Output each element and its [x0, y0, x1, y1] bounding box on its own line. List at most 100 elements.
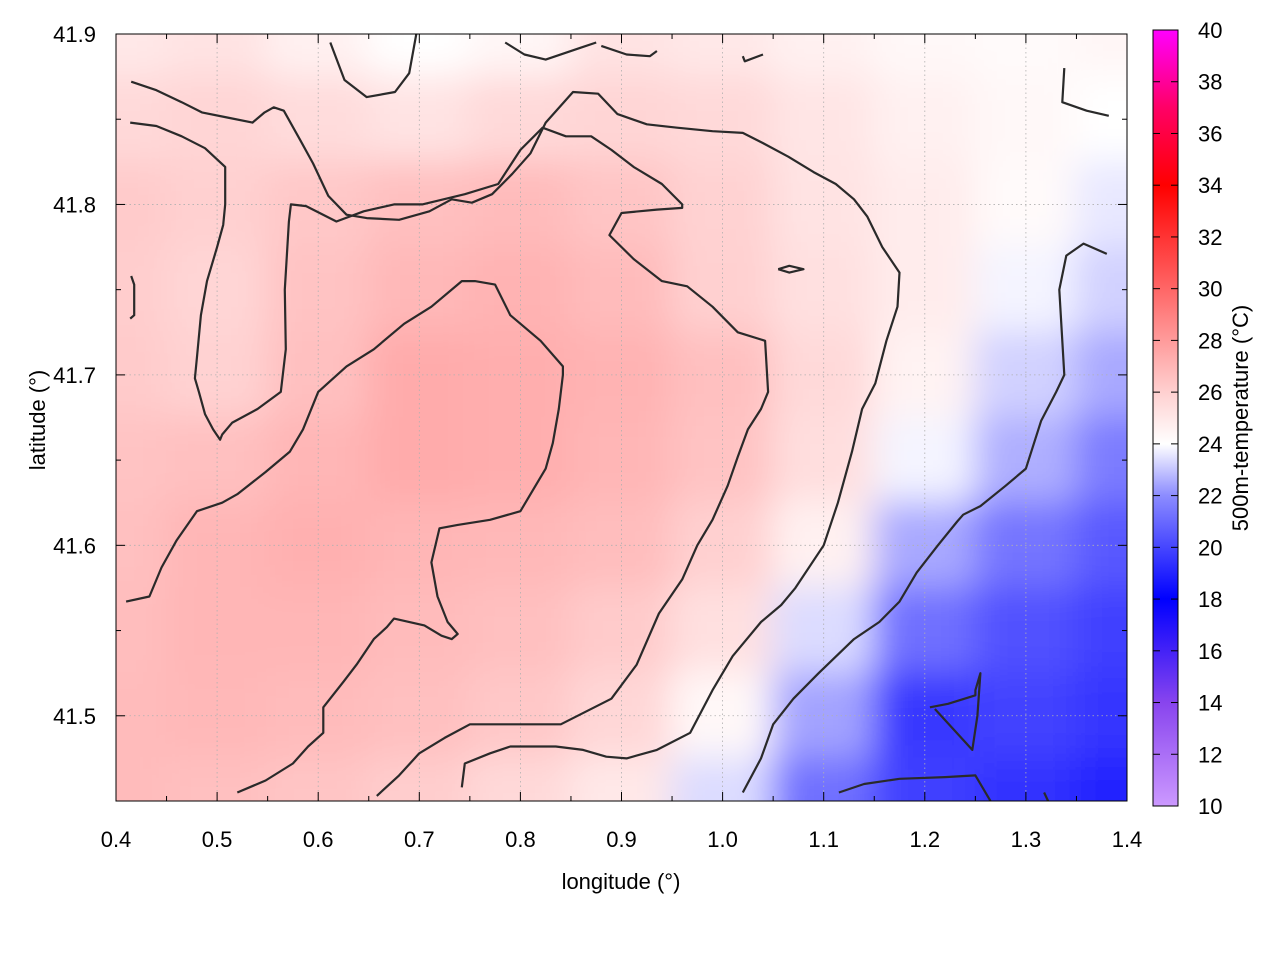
x-tick-label: 0.8 — [505, 827, 536, 852]
contour-line — [1043, 792, 1050, 801]
heatmap-cell — [367, 75, 471, 163]
colorbar-tick-label: 12 — [1198, 742, 1222, 767]
contour-line — [1061, 68, 1110, 117]
heatmap-cell — [873, 331, 977, 419]
heatmap-cell — [569, 75, 674, 163]
heatmap-cell — [772, 416, 876, 504]
heatmap-cell — [165, 416, 269, 504]
x-tick-label: 1.0 — [707, 827, 738, 852]
heatmap-cell — [116, 246, 168, 334]
contour-line — [600, 44, 658, 58]
contour-line — [504, 41, 597, 61]
heatmap-cell — [266, 75, 370, 163]
colorbar-fill — [1152, 29, 1179, 807]
contour-line — [130, 121, 770, 797]
heatmap-cell — [165, 331, 269, 419]
y-tick-label: 41.8 — [53, 192, 96, 217]
colorbar-tick-label: 36 — [1198, 121, 1222, 146]
heatmap-cell — [1075, 246, 1127, 334]
colorbar-tick-label: 34 — [1198, 173, 1222, 198]
x-tick-label: 0.6 — [303, 827, 334, 852]
heatmap-cell — [873, 75, 977, 163]
axis-ticks — [115, 33, 1128, 802]
heatmap-cell — [772, 586, 876, 675]
x-tick-label: 1.1 — [808, 827, 839, 852]
heatmap-cell — [116, 586, 168, 675]
colorbar-tick-label: 10 — [1198, 794, 1222, 819]
heatmap-cell — [468, 501, 572, 589]
contour-lines — [125, 34, 1110, 801]
contour-line — [777, 264, 805, 274]
contour-line — [130, 80, 901, 788]
heatmap-cell — [468, 586, 572, 675]
x-axis-tick-labels: 0.4 0.5 0.6 0.7 0.8 0.9 1.0 1.1 1.2 1.3 1.4 — [101, 827, 1143, 852]
heatmap-cell — [116, 34, 168, 78]
grid-lines — [116, 34, 1127, 801]
heatmap-cell — [671, 501, 775, 589]
heatmap-cell — [569, 586, 674, 675]
heatmap-cell — [367, 416, 471, 504]
y-tick-label: 41.5 — [53, 704, 96, 729]
heatmap-cell — [266, 501, 370, 589]
heatmap-cell — [671, 75, 775, 163]
y-axis-label: latitude (°) — [25, 370, 50, 471]
heatmap-cell — [974, 75, 1078, 163]
colorbar-tick-label: 28 — [1198, 328, 1222, 353]
heatmap-cell — [1075, 586, 1127, 675]
heatmap-cell — [468, 331, 572, 419]
heatmap-cell — [266, 416, 370, 504]
contour-line — [741, 242, 1108, 794]
colorbar-tick-label: 32 — [1198, 225, 1222, 250]
contour-line — [838, 774, 992, 801]
heatmap-cell — [1075, 75, 1127, 163]
heatmap-cell — [468, 416, 572, 504]
colorbar-tick-label: 26 — [1198, 380, 1222, 405]
heatmap-cell — [367, 501, 471, 589]
heatmap-cell — [116, 416, 168, 504]
colorbar-ticks: 10 12 14 16 18 20 22 24 26 28 30 32 34 36 38 40 — [1153, 18, 1222, 819]
heatmap-cell — [671, 586, 775, 675]
x-tick-label: 1.3 — [1011, 827, 1042, 852]
colorbar-tick-label: 20 — [1198, 535, 1222, 560]
heatmap-cell — [367, 331, 471, 419]
colorbar-tick-label: 38 — [1198, 70, 1222, 95]
colorbar-tick-label: 16 — [1198, 639, 1222, 664]
colorbar-tick-label: 22 — [1198, 484, 1222, 509]
heatmap-cell — [468, 75, 572, 163]
contour-line — [741, 53, 764, 63]
heatmap-cell — [165, 501, 269, 589]
heatmap-cell — [671, 331, 775, 419]
heatmap-cell — [974, 586, 1078, 675]
heatmap-cell — [165, 75, 269, 163]
contour-line — [329, 34, 418, 99]
heatmap-cell — [116, 75, 168, 163]
heatmap-cell — [974, 416, 1078, 504]
y-tick-label: 41.6 — [53, 533, 96, 558]
x-tick-label: 0.9 — [606, 827, 637, 852]
plot-area — [116, 34, 1127, 801]
colorbar: 10 12 14 16 18 20 22 24 26 28 30 32 34 36 38 40 500m-te… — [1152, 18, 1253, 819]
heatmap-cell — [1075, 416, 1127, 504]
heatmap-cell — [873, 501, 977, 589]
heatmap-cell — [1075, 757, 1127, 801]
colorbar-label: 500m-temperature (°C) — [1228, 305, 1253, 531]
colorbar-tick-label: 24 — [1198, 432, 1222, 457]
y-tick-label: 41.7 — [53, 363, 96, 388]
heatmap-cell — [873, 416, 977, 504]
y-axis-tick-labels: 41.5 41.6 41.7 41.8 41.9 — [53, 22, 96, 729]
contour-line — [129, 275, 136, 320]
colorbar-tick-label: 30 — [1198, 277, 1222, 302]
colorbar-tick-label: 40 — [1198, 18, 1222, 43]
heatmap-cell — [569, 416, 674, 504]
x-tick-label: 0.7 — [404, 827, 435, 852]
heatmap-cell — [266, 586, 370, 675]
x-tick-label: 1.4 — [1112, 827, 1143, 852]
heatmap-cell — [671, 416, 775, 504]
heatmap-cell — [1075, 34, 1127, 78]
colorbar-tick-label: 18 — [1198, 587, 1222, 612]
contour-line — [929, 672, 982, 752]
contour-line — [125, 280, 565, 794]
x-axis-label: longitude (°) — [562, 869, 681, 894]
x-tick-label: 0.5 — [202, 827, 233, 852]
